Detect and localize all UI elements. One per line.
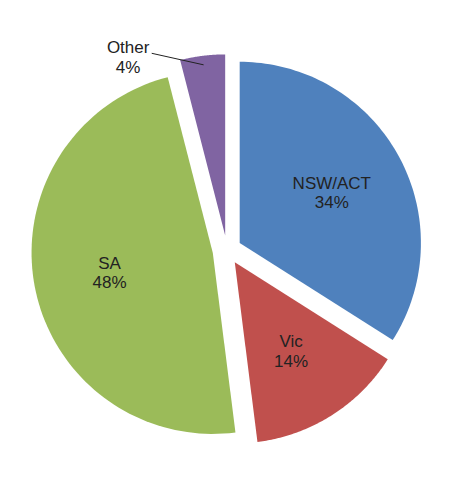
svg-text:SA48%: SA48% [93, 254, 127, 293]
svg-text:Vic14%: Vic14% [274, 332, 308, 371]
svg-text:Other4%: Other4% [107, 38, 150, 77]
svg-text:NSW/ACT34%: NSW/ACT34% [293, 174, 371, 213]
